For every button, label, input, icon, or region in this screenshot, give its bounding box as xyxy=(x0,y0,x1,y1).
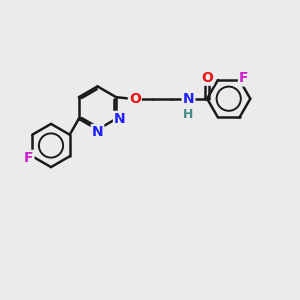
Text: N: N xyxy=(92,125,103,139)
Text: F: F xyxy=(239,71,248,85)
Text: O: O xyxy=(201,71,213,85)
Text: N: N xyxy=(114,112,126,126)
Text: O: O xyxy=(129,92,141,106)
Text: N: N xyxy=(183,92,194,106)
Text: F: F xyxy=(24,151,33,165)
Text: H: H xyxy=(183,108,194,121)
